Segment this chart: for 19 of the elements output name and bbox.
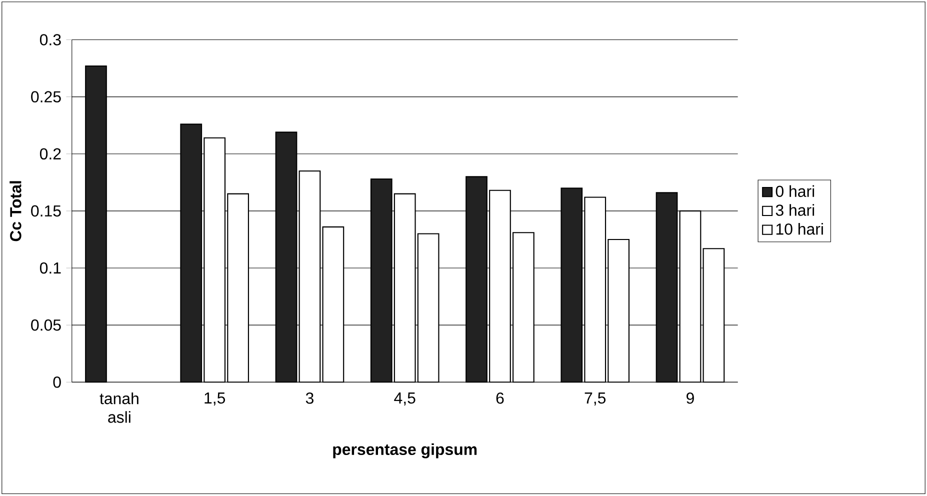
x-tick-label: 7,5	[584, 392, 606, 406]
x-tick-label: 6	[496, 392, 504, 404]
y-tick-label: 0.25	[31, 91, 61, 103]
y-tick-label: 0.2	[40, 148, 61, 160]
legend-label: 3 hari	[776, 204, 814, 216]
legend-label: 0 hari	[776, 185, 814, 198]
x-tick-label: 4,5	[394, 392, 416, 406]
x-tick-label: 9	[686, 392, 694, 404]
y-tick-label: 0.1	[40, 262, 61, 274]
x-axis-title: persentase gipsum	[333, 444, 477, 458]
x-tick-label: 1,5	[204, 392, 226, 406]
x-tick-label: 3	[306, 392, 314, 404]
y-tick-label: 0.15	[31, 205, 61, 217]
legend-label: 10 hari	[776, 223, 823, 235]
y-tick-label: 0	[53, 376, 61, 388]
y-tick-label: 0.05	[31, 320, 61, 331]
y-axis-title: Cc Total	[10, 181, 22, 242]
x-tick-label: tanah asli	[100, 392, 138, 424]
y-tick-label: 0.3	[40, 34, 61, 46]
